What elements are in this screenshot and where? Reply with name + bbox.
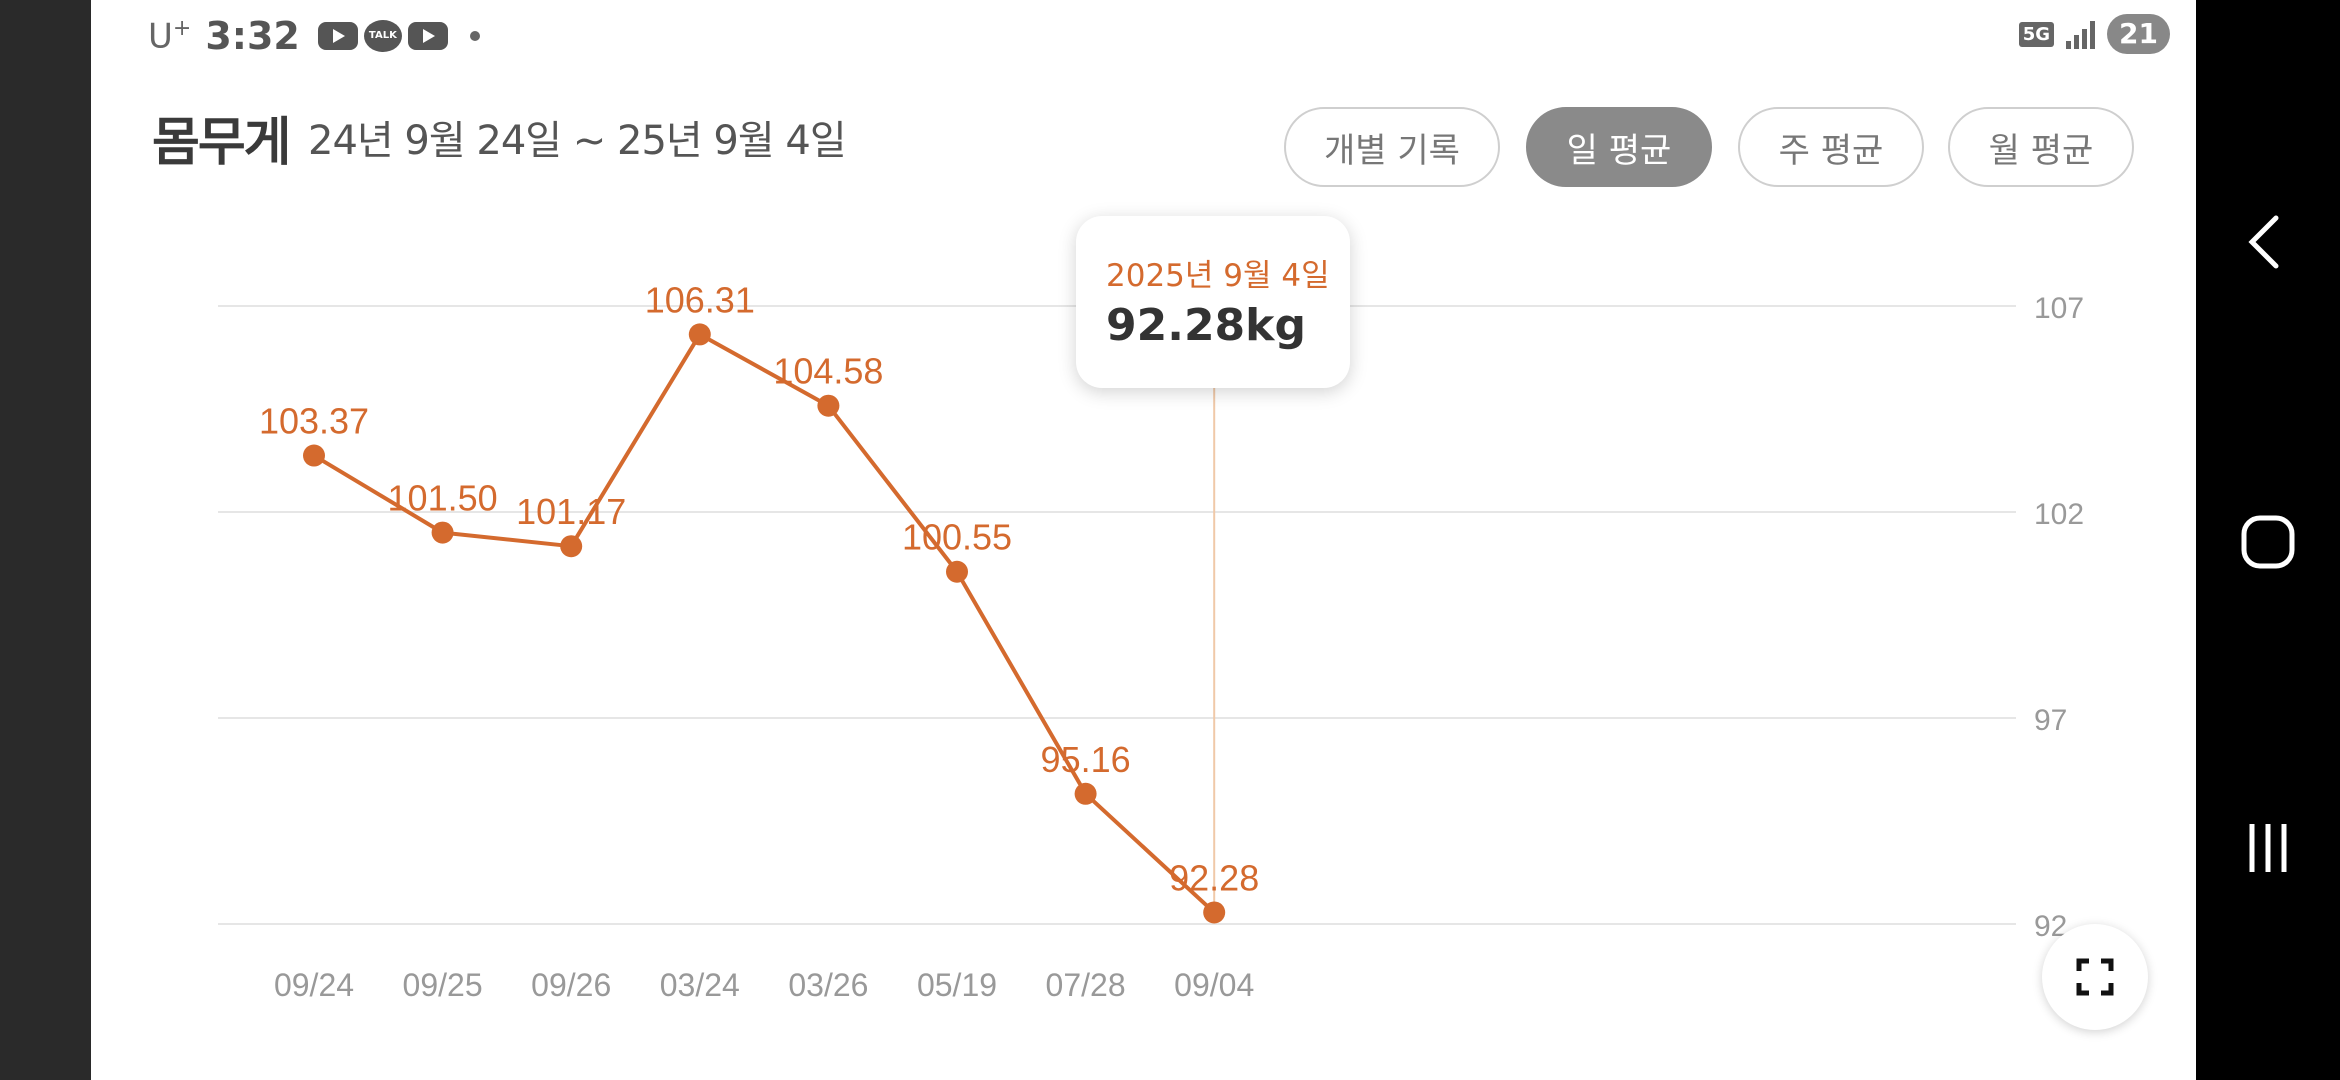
data-point (560, 535, 583, 558)
data-label: 101.17 (516, 491, 626, 532)
fullscreen-button[interactable] (2042, 924, 2148, 1030)
x-tick-label: 07/28 (1046, 967, 1126, 1003)
data-label: 104.58 (773, 351, 883, 392)
signal-strength-icon (2066, 19, 2096, 49)
status-bar: U+ 3:32 TALK (148, 10, 480, 62)
data-label: 100.55 (902, 517, 1012, 558)
x-tick-label: 09/04 (1174, 967, 1254, 1003)
tooltip-value: 92.28kg (1106, 300, 1306, 351)
data-point (431, 521, 454, 544)
x-tick-label: 09/24 (274, 967, 354, 1003)
system-nav-bar (2196, 0, 2340, 1080)
x-tick-label: 03/24 (660, 967, 740, 1003)
tooltip-date: 2025년 9월 4일 (1106, 258, 1330, 294)
filter-monthly-average-button[interactable]: 월 평균 (1948, 107, 2134, 187)
y-tick-label: 107 (2034, 292, 2084, 325)
battery-indicator: 21 (2107, 14, 2170, 54)
data-point (817, 394, 840, 417)
clock: 3:32 (205, 14, 300, 58)
data-label: 103.37 (259, 401, 369, 442)
x-tick-label: 09/26 (531, 967, 611, 1003)
date-range: 24년 9월 24일 ~ 25년 9월 4일 (308, 118, 847, 164)
recent-apps-icon[interactable] (2236, 816, 2300, 880)
x-tick-label: 03/26 (788, 967, 868, 1003)
selected-point-tooltip: 2025년 9월 4일 92.28kg (1076, 216, 1350, 388)
x-tick-label: 05/19 (917, 967, 997, 1003)
home-icon[interactable] (2236, 510, 2300, 574)
x-tick-label: 09/25 (403, 967, 483, 1003)
data-label: 101.50 (388, 478, 498, 519)
filter-daily-average-button[interactable]: 일 평균 (1526, 107, 1712, 187)
filter-weekly-average-button[interactable]: 주 평균 (1738, 107, 1924, 187)
kakaotalk-notification-icon: TALK (363, 20, 402, 52)
left-edge (0, 0, 91, 1080)
back-icon[interactable] (2236, 210, 2300, 274)
data-point (1074, 782, 1097, 805)
carrier-label: U+ (148, 15, 192, 57)
network-5g-icon: 5G (2018, 21, 2055, 47)
data-label: 92.28 (1169, 857, 1259, 898)
data-point (946, 560, 968, 583)
status-indicators: 5G 21 (2018, 14, 2170, 54)
page-title: 몸무게 (152, 113, 292, 173)
y-tick-label: 97 (2034, 704, 2067, 737)
data-label: 106.31 (645, 279, 755, 320)
y-tick-label: 102 (2034, 498, 2084, 531)
youtube-notification-icon (317, 22, 358, 50)
fullscreen-icon (2076, 958, 2114, 996)
data-point (303, 444, 325, 467)
filter-individual-button[interactable]: 개별 기록 (1284, 107, 1500, 187)
data-label: 95.16 (1041, 739, 1131, 780)
data-point (688, 323, 711, 346)
series-line (312, 332, 1216, 914)
data-point (1203, 901, 1226, 924)
more-notifications-dot (469, 31, 480, 41)
youtube-notification-icon (407, 22, 448, 50)
